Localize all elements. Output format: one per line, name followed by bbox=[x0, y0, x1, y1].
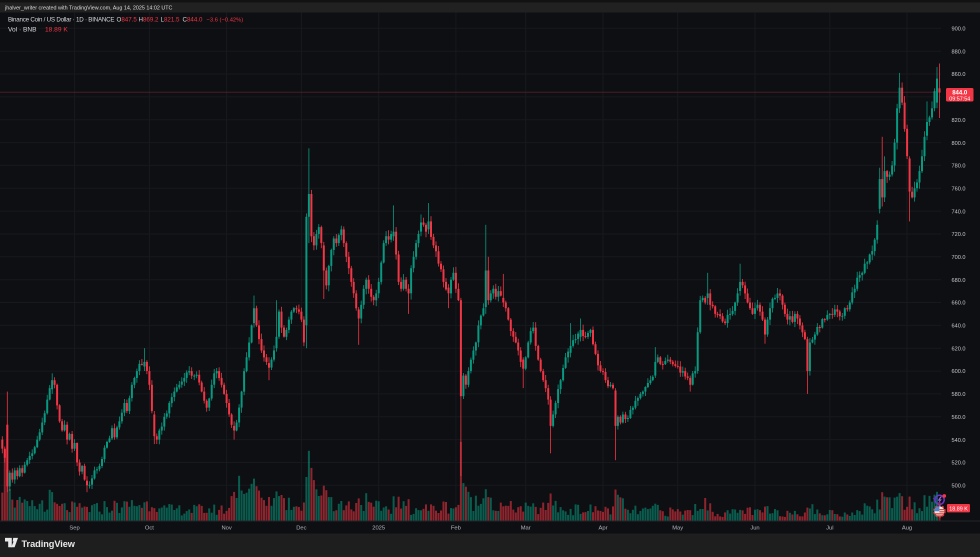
svg-text:680.0: 680.0 bbox=[952, 278, 966, 284]
svg-text:O847.5: O847.5 bbox=[117, 16, 138, 23]
svg-text:900.0: 900.0 bbox=[952, 27, 966, 33]
svg-text:L821.5: L821.5 bbox=[161, 16, 180, 23]
svg-text:740.0: 740.0 bbox=[952, 209, 966, 215]
svg-text:2025: 2025 bbox=[372, 525, 385, 531]
svg-text:560.0: 560.0 bbox=[952, 415, 966, 421]
svg-text:600.0: 600.0 bbox=[952, 369, 966, 375]
svg-text:May: May bbox=[672, 525, 683, 531]
svg-text:Jun: Jun bbox=[750, 525, 759, 531]
svg-text:540.0: 540.0 bbox=[952, 438, 966, 444]
svg-text:Oct: Oct bbox=[145, 525, 154, 531]
svg-text:18.89 K: 18.89 K bbox=[949, 506, 968, 512]
svg-text:580.0: 580.0 bbox=[952, 392, 966, 398]
svg-text:880.0: 880.0 bbox=[952, 49, 966, 55]
svg-text:780.0: 780.0 bbox=[952, 164, 966, 170]
svg-text:Binance Coin / US Dollar · 1D: Binance Coin / US Dollar · 1D · BINANCE bbox=[8, 16, 114, 23]
svg-text:Nov: Nov bbox=[221, 525, 231, 531]
svg-text:Aug: Aug bbox=[902, 525, 912, 531]
svg-text:jhalver_writer created with Tr: jhalver_writer created with TradingView.… bbox=[4, 5, 173, 11]
svg-text:700.0: 700.0 bbox=[952, 255, 966, 261]
svg-text:860.0: 860.0 bbox=[952, 72, 966, 78]
svg-text:Feb: Feb bbox=[451, 525, 461, 531]
svg-text:500.0: 500.0 bbox=[952, 484, 966, 490]
svg-text:660.0: 660.0 bbox=[952, 301, 966, 307]
svg-text:720.0: 720.0 bbox=[952, 232, 966, 238]
svg-text:620.0: 620.0 bbox=[952, 346, 966, 352]
svg-text:18.89 K: 18.89 K bbox=[45, 27, 68, 34]
svg-text:640.0: 640.0 bbox=[952, 324, 966, 330]
svg-text:844.0: 844.0 bbox=[952, 91, 968, 97]
svg-text:C844.0: C844.0 bbox=[183, 16, 204, 23]
svg-text:800.0: 800.0 bbox=[952, 141, 966, 147]
svg-text:Apr: Apr bbox=[598, 525, 607, 531]
svg-text:Jul: Jul bbox=[826, 525, 833, 531]
svg-text:Vol · BNB: Vol · BNB bbox=[8, 27, 37, 34]
svg-text:09:57:54: 09:57:54 bbox=[949, 97, 970, 103]
svg-text:TradingView: TradingView bbox=[22, 539, 76, 549]
svg-text:−3.6 (−0.42%): −3.6 (−0.42%) bbox=[207, 17, 244, 23]
svg-text:Mar: Mar bbox=[521, 525, 531, 531]
svg-text:Sep: Sep bbox=[69, 525, 79, 531]
svg-text:Dec: Dec bbox=[296, 525, 306, 531]
svg-text:H869.2: H869.2 bbox=[139, 16, 160, 23]
svg-text:520.0: 520.0 bbox=[952, 461, 966, 467]
svg-text:820.0: 820.0 bbox=[952, 118, 966, 124]
svg-text:760.0: 760.0 bbox=[952, 187, 966, 193]
